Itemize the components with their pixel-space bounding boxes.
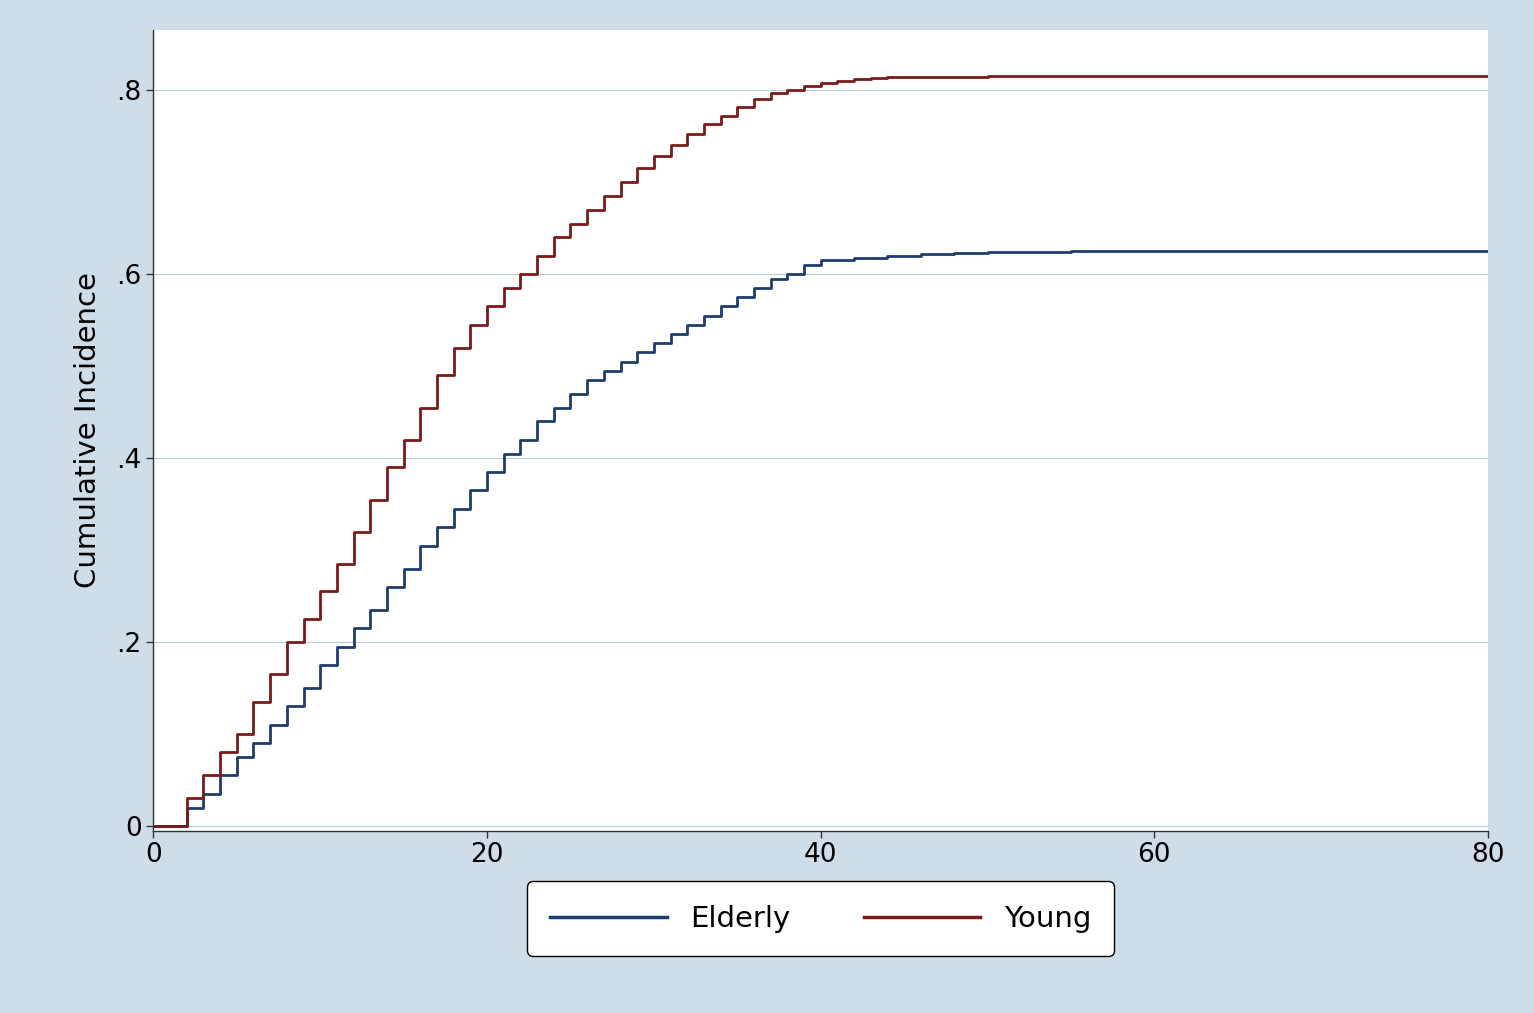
Legend: Elderly, Young: Elderly, Young [528,881,1114,956]
Y-axis label: Cumulative Incidence: Cumulative Incidence [75,272,103,589]
X-axis label: Analysis time (days): Analysis time (days) [672,882,969,911]
